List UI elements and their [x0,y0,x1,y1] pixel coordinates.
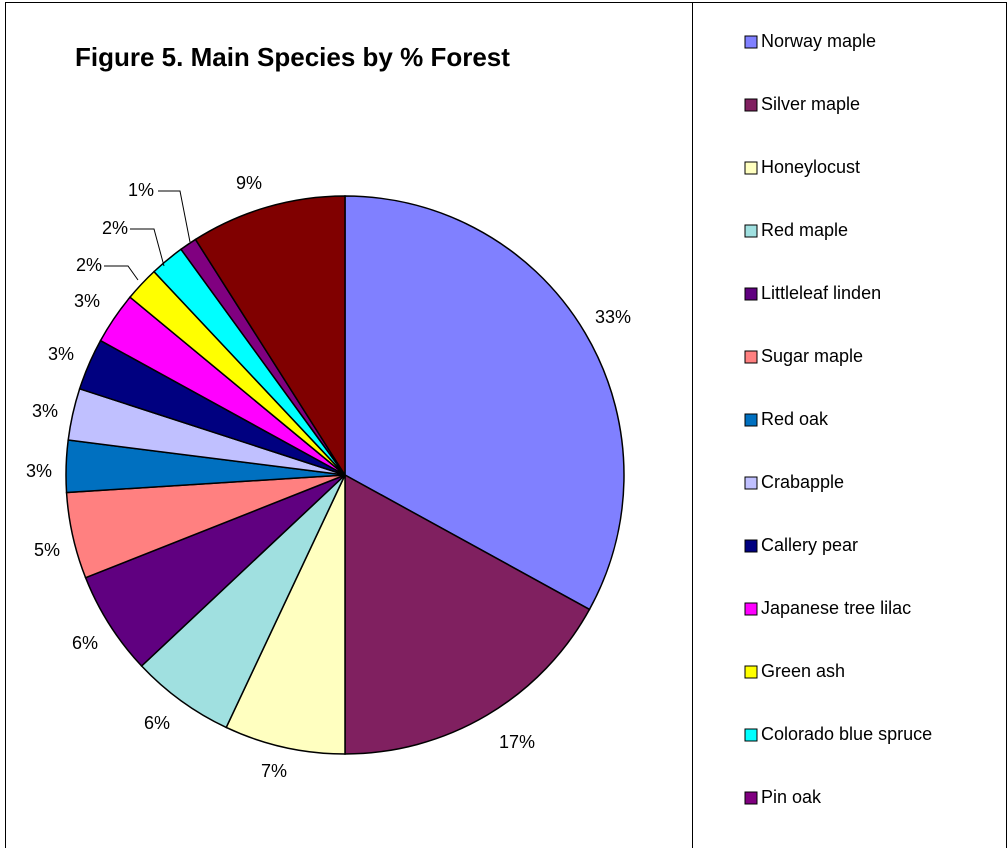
legend: Norway maple Silver maple Honeylocust Red m… [744,31,932,807]
percent-label-honeylocust: 7% [261,761,287,781]
percent-label-red-oak: 3% [26,461,52,481]
legend-label-colorado-blue-spruce: Colorado blue spruce [761,724,932,744]
legend-label-japanese-tree-lilac: Japanese tree lilac [761,598,911,618]
leader-line-green-ash [104,265,139,281]
leader-line-pin-oak [158,190,191,243]
legend-label-sugar-maple: Sugar maple [761,346,863,366]
percent-label-silver-maple: 17% [499,732,535,752]
legend-swatch-littleleaf-linden [744,287,758,301]
percent-label-pin-oak: 1% [128,180,154,200]
legend-label-honeylocust: Honeylocust [761,157,860,177]
legend-label-littleleaf-linden: Littleleaf linden [761,283,881,303]
legend-swatch-pin-oak [744,791,758,805]
chart-frame [5,2,1007,848]
percent-label-norway-maple: 33% [595,307,631,327]
legend-swatch-japanese-tree-lilac [744,602,758,616]
legend-swatch-sugar-maple [744,350,758,364]
legend-swatch-red-maple [744,224,758,238]
percent-label-crabapple: 3% [32,401,58,421]
legend-swatch-crabapple [744,476,758,490]
percent-label-red-maple: 6% [144,713,170,733]
legend-divider [692,2,693,848]
legend-label-callery-pear: Callery pear [761,535,858,555]
legend-swatch-silver-maple [744,98,758,112]
percent-label-green-ash: 2% [76,255,102,275]
percent-label-littleleaf-linden: 6% [72,633,98,653]
percent-label-sugar-maple: 5% [34,540,60,560]
percent-label-japanese-tree-lilac: 3% [74,291,100,311]
legend-swatch-callery-pear [744,539,758,553]
chart-title: Figure 5. Main Species by % Forest [75,42,510,72]
pie-slice-silver-maple [344,473,591,755]
legend-label-crabapple: Crabapple [761,472,844,492]
percent-labels: 33%17%7%6%6%5%3%3%3%3%2%2%1% 9% [26,173,631,781]
pie-slice-norway-maple [344,195,625,611]
percent-label-other: 9% [236,173,262,193]
leader-lines [104,190,191,281]
legend-label-silver-maple: Silver maple [761,94,860,114]
legend-label-green-ash: Green ash [761,661,845,681]
legend-label-red-maple: Red maple [761,220,848,240]
legend-swatch-red-oak [744,413,758,427]
pie-slice-other [194,195,346,478]
legend-swatch-honeylocust [744,161,758,175]
percent-label-colorado-blue-spruce: 2% [102,218,128,238]
pie-slice-honeylocust [225,474,346,755]
leader-line-colorado-blue-spruce [130,228,165,267]
legend-label-red-oak: Red oak [761,409,829,429]
legend-label-pin-oak: Pin oak [761,787,822,807]
percent-label-callery-pear: 3% [48,344,74,364]
legend-swatch-colorado-blue-spruce [744,728,758,742]
pie-slices [65,195,625,755]
legend-label-norway-maple: Norway maple [761,31,876,51]
legend-swatch-norway-maple [744,35,758,49]
legend-swatch-green-ash [744,665,758,679]
